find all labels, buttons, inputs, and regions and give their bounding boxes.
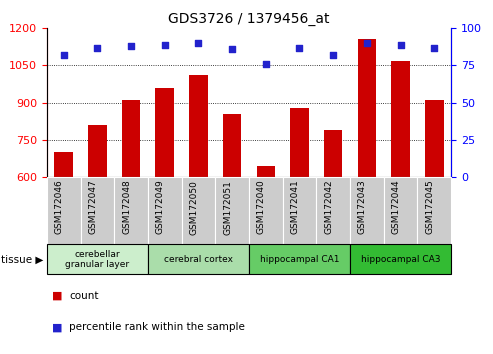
Bar xyxy=(324,130,343,177)
Bar xyxy=(148,244,249,274)
Bar xyxy=(249,177,282,244)
Point xyxy=(161,42,169,47)
Text: cerebellar
granular layer: cerebellar granular layer xyxy=(65,250,130,269)
Text: GSM172041: GSM172041 xyxy=(290,180,300,234)
Bar xyxy=(181,177,215,244)
Text: GSM172044: GSM172044 xyxy=(391,180,400,234)
Point xyxy=(127,43,135,49)
Text: GSM172045: GSM172045 xyxy=(425,180,434,234)
Bar xyxy=(80,177,114,244)
Text: percentile rank within the sample: percentile rank within the sample xyxy=(69,322,245,332)
Bar xyxy=(290,108,309,177)
Text: GSM172042: GSM172042 xyxy=(324,180,333,234)
Bar xyxy=(317,177,350,244)
Bar xyxy=(256,166,275,177)
Bar xyxy=(350,244,451,274)
Bar xyxy=(249,244,350,274)
Point xyxy=(262,61,270,67)
Bar xyxy=(215,177,249,244)
Bar xyxy=(47,177,80,244)
Text: GSM172050: GSM172050 xyxy=(189,180,198,235)
Point xyxy=(228,46,236,52)
Bar xyxy=(155,88,174,177)
Bar xyxy=(391,61,410,177)
Text: GSM172047: GSM172047 xyxy=(88,180,98,234)
Bar xyxy=(223,114,242,177)
Bar xyxy=(189,75,208,177)
Text: GSM172049: GSM172049 xyxy=(156,180,165,234)
Point xyxy=(60,52,68,58)
Point xyxy=(296,45,304,51)
Point xyxy=(329,52,337,58)
Bar xyxy=(122,100,141,177)
Text: ■: ■ xyxy=(52,291,62,301)
Bar xyxy=(282,177,317,244)
Bar xyxy=(357,40,376,177)
Point xyxy=(363,40,371,46)
Text: GSM172040: GSM172040 xyxy=(257,180,266,234)
Bar xyxy=(418,177,451,244)
Text: tissue ▶: tissue ▶ xyxy=(1,254,43,264)
Bar xyxy=(148,177,181,244)
Text: ■: ■ xyxy=(52,322,62,332)
Text: GSM172046: GSM172046 xyxy=(55,180,64,234)
Bar xyxy=(114,177,148,244)
Bar xyxy=(350,177,384,244)
Bar xyxy=(88,125,106,177)
Text: GSM172043: GSM172043 xyxy=(358,180,367,234)
Bar xyxy=(54,152,73,177)
Text: hippocampal CA3: hippocampal CA3 xyxy=(361,255,440,264)
Point xyxy=(194,40,203,46)
Text: GSM172048: GSM172048 xyxy=(122,180,131,234)
Bar xyxy=(384,177,418,244)
Text: count: count xyxy=(69,291,99,301)
Bar xyxy=(425,100,444,177)
Point xyxy=(396,42,404,47)
Title: GDS3726 / 1379456_at: GDS3726 / 1379456_at xyxy=(168,12,330,26)
Point xyxy=(94,45,102,51)
Bar xyxy=(47,244,148,274)
Point xyxy=(430,45,438,51)
Text: hippocampal CA1: hippocampal CA1 xyxy=(260,255,339,264)
Text: GSM172051: GSM172051 xyxy=(223,180,232,235)
Text: cerebral cortex: cerebral cortex xyxy=(164,255,233,264)
